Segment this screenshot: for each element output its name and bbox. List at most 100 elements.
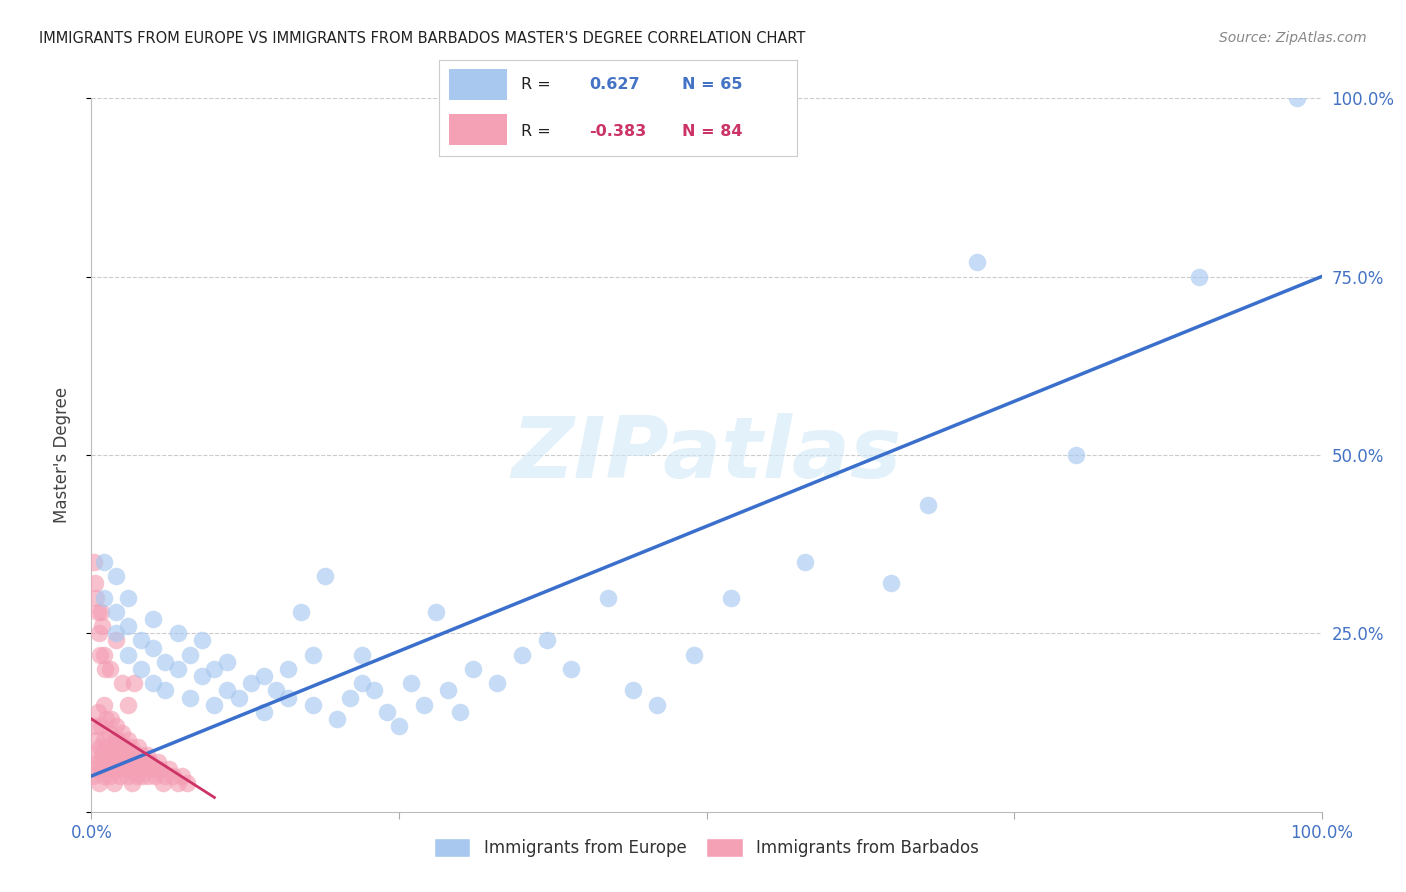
Point (91, 747, 114, 762)
Point (118, 755, 141, 769)
Point (105, 605, 127, 619)
Point (90, 762, 112, 776)
Point (352, 676, 374, 690)
Point (179, 690, 201, 705)
Text: 0.627: 0.627 (589, 78, 640, 92)
Point (375, 705, 398, 719)
Point (461, 662, 484, 676)
Point (97, 747, 120, 762)
Point (149, 762, 172, 776)
Point (253, 669, 276, 683)
Point (105, 626, 127, 640)
Text: ZIPatlas: ZIPatlas (512, 413, 901, 497)
Point (202, 662, 225, 676)
Point (128, 762, 150, 776)
Point (122, 747, 145, 762)
Point (114, 740, 136, 755)
Point (301, 648, 323, 662)
Point (114, 762, 138, 776)
Point (425, 605, 447, 619)
Point (117, 733, 139, 747)
Point (228, 690, 250, 705)
Point (121, 776, 143, 790)
Point (290, 605, 312, 619)
Point (352, 648, 374, 662)
Point (111, 762, 134, 776)
Text: N = 65: N = 65 (682, 78, 742, 92)
Point (146, 755, 169, 769)
Point (89, 740, 111, 755)
Point (101, 755, 124, 769)
Point (166, 662, 188, 676)
Point (125, 769, 148, 783)
Point (277, 662, 299, 676)
Point (105, 633, 127, 648)
Point (449, 705, 471, 719)
Point (132, 755, 155, 769)
Text: Source: ZipAtlas.com: Source: ZipAtlas.com (1219, 31, 1367, 45)
Point (96, 712, 117, 726)
Point (82, 769, 104, 783)
Point (91, 619, 114, 633)
Point (107, 755, 129, 769)
Point (84, 719, 107, 733)
Point (98, 726, 121, 740)
Point (104, 733, 127, 747)
Point (437, 683, 460, 698)
Point (89, 648, 111, 662)
Legend: Immigrants from Europe, Immigrants from Barbados: Immigrants from Europe, Immigrants from … (427, 831, 986, 864)
Point (399, 676, 422, 690)
Point (93, 698, 115, 712)
Point (560, 662, 582, 676)
Point (115, 747, 138, 762)
Point (83, 555, 105, 569)
Point (142, 762, 165, 776)
Point (83, 747, 105, 762)
Point (124, 755, 148, 769)
Point (172, 769, 194, 783)
Point (880, 576, 903, 591)
Point (157, 762, 180, 776)
Point (105, 747, 127, 762)
Point (129, 633, 152, 648)
Point (107, 733, 129, 747)
Point (117, 698, 139, 712)
Point (536, 633, 558, 648)
Bar (450, 113, 506, 145)
Point (326, 712, 349, 726)
Y-axis label: Master's Degree: Master's Degree (52, 387, 70, 523)
Point (112, 755, 135, 769)
Point (111, 676, 134, 690)
Point (94, 755, 117, 769)
Text: -0.383: -0.383 (589, 124, 647, 138)
Point (124, 676, 146, 690)
Point (98, 769, 121, 783)
Point (86, 733, 108, 747)
Point (131, 769, 153, 783)
Point (129, 662, 152, 676)
Point (486, 676, 509, 690)
Point (621, 683, 644, 698)
Point (683, 648, 706, 662)
Point (117, 591, 139, 605)
Point (1285, 91, 1308, 105)
Point (105, 762, 128, 776)
Point (87, 626, 110, 640)
Point (917, 498, 939, 512)
Point (720, 591, 742, 605)
Point (142, 640, 165, 655)
Point (191, 669, 214, 683)
Point (510, 648, 533, 662)
Point (111, 726, 134, 740)
Point (153, 683, 177, 698)
Point (645, 698, 669, 712)
Point (93, 591, 115, 605)
Point (388, 719, 411, 733)
Point (103, 776, 125, 790)
Point (86, 705, 108, 719)
Point (93, 555, 115, 569)
Point (240, 676, 263, 690)
Point (202, 698, 225, 712)
Point (153, 655, 177, 669)
Point (966, 255, 988, 269)
